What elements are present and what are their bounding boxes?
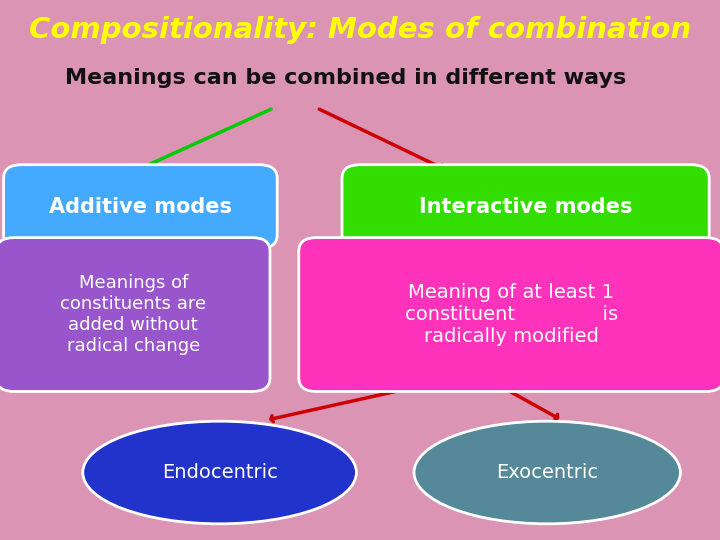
- FancyBboxPatch shape: [0, 238, 270, 392]
- Text: Exocentric: Exocentric: [496, 463, 598, 482]
- Text: Meanings can be combined in different ways: Meanings can be combined in different wa…: [65, 68, 626, 89]
- Text: Meaning of at least 1
constituent              is
radically modified: Meaning of at least 1 constituent is rad…: [405, 283, 618, 346]
- Ellipse shape: [83, 421, 356, 524]
- Text: Interactive modes: Interactive modes: [419, 197, 632, 217]
- FancyBboxPatch shape: [4, 165, 277, 248]
- Text: Compositionality: Modes of combination: Compositionality: Modes of combination: [29, 16, 691, 44]
- FancyBboxPatch shape: [342, 165, 709, 248]
- Ellipse shape: [414, 421, 680, 524]
- Text: Meanings of
constituents are
added without
radical change: Meanings of constituents are added witho…: [60, 274, 206, 355]
- FancyBboxPatch shape: [299, 238, 720, 392]
- Text: Additive modes: Additive modes: [49, 197, 232, 217]
- Text: Endocentric: Endocentric: [162, 463, 277, 482]
